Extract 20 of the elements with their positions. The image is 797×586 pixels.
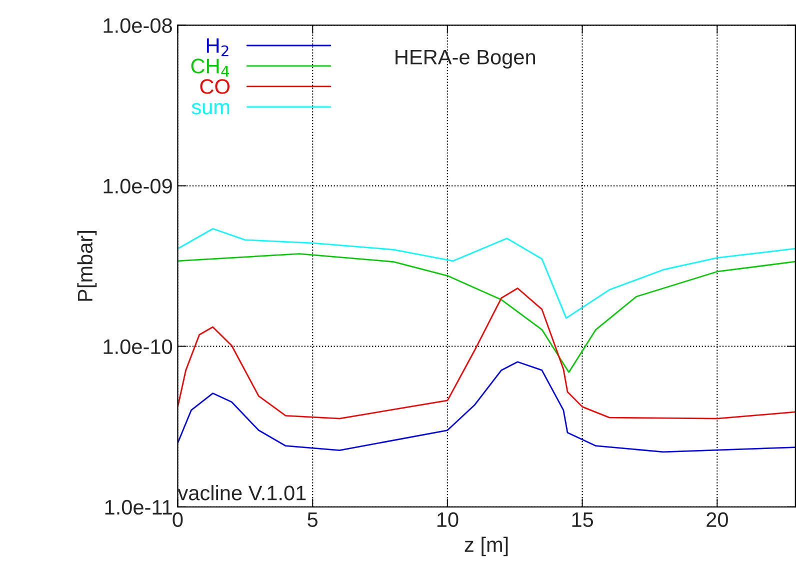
- x-tick-label: 15: [572, 512, 594, 528]
- legend-label: sum: [192, 102, 230, 114]
- y-tick-label: 1.0e-11: [105, 500, 172, 515]
- y-tick-label: 1.0e-10: [104, 339, 172, 354]
- line-series: [178, 361, 796, 453]
- line-series: [178, 253, 796, 373]
- line-series: [178, 228, 796, 319]
- x-axis-title: z [m]: [464, 536, 508, 556]
- x-tick-label: 10: [437, 512, 458, 528]
- annotation: HERA-e Bogen: [396, 50, 535, 69]
- legend-label: CO: [200, 79, 230, 94]
- line-series: [178, 288, 796, 420]
- legend-label: CH$_{4}$: [191, 58, 229, 77]
- y-tick-label: 1.0e-08: [104, 18, 172, 33]
- x-tick-label: 5: [308, 512, 318, 528]
- x-tick-label: 20: [706, 512, 728, 528]
- y-axis-title: P[mbar]: [77, 231, 97, 301]
- x-tick-label: 0: [172, 512, 183, 528]
- y-tick-label: 1.0e-09: [104, 178, 172, 194]
- legend-label: H$_{2}$: [206, 38, 228, 56]
